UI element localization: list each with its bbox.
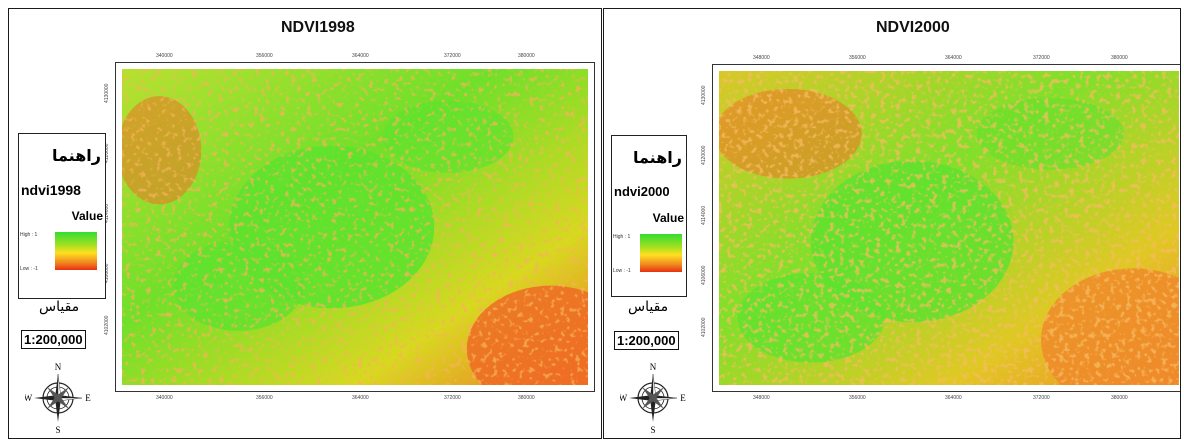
compass-rose-icon: N S W E — [619, 360, 687, 435]
compass-w: W — [620, 393, 628, 403]
map-frame: 340000 356000 364000 372000 380000 34000… — [104, 53, 601, 401]
compass-rose-icon: N S W E — [24, 360, 92, 435]
y-tick: 4120000 — [701, 145, 707, 165]
compass-n: N — [55, 362, 62, 372]
legend-box: راهنما ndvi1998 Value High : 1 Low : -1 — [18, 133, 106, 299]
x-tick: 380000 — [518, 395, 535, 401]
y-tick: 4130000 — [104, 83, 110, 103]
color-ramp — [55, 232, 97, 270]
y-tick: 4106000 — [600, 235, 602, 255]
y-tick: 4102000 — [600, 295, 602, 315]
legend-value-label: Value — [652, 211, 684, 225]
x-tick: 372000 — [1033, 395, 1050, 401]
x-tick: 348000 — [753, 55, 770, 61]
scale-heading: مقیاس — [628, 299, 669, 315]
map-frame: 348000 356000 364000 372000 380000 34800… — [701, 55, 1180, 401]
x-tick: 340000 — [156, 53, 173, 59]
legend-layer-name: ndvi2000 — [614, 184, 670, 199]
x-tick: 356000 — [849, 55, 866, 61]
legend-heading: راهنما — [632, 148, 682, 167]
y-tick: 4130000 — [600, 57, 602, 77]
y-tick: 4114000 — [600, 175, 602, 195]
compass-s: S — [55, 425, 60, 434]
x-tick: 356000 — [256, 53, 273, 59]
compass-w: W — [25, 393, 33, 403]
compass-s: S — [650, 425, 655, 434]
legend-heading: راهنما — [51, 146, 101, 165]
legend-high-label: High : 1 — [20, 232, 38, 238]
map-title: NDVI2000 — [876, 19, 950, 36]
x-tick: 348000 — [753, 395, 770, 401]
x-tick: 372000 — [444, 395, 461, 401]
x-tick: 364000 — [352, 395, 369, 401]
map-panel-1998: NDVI1998 340000 356000 364000 372000 380… — [8, 8, 602, 439]
y-tick: 4114000 — [701, 205, 707, 225]
legend-value-label: Value — [71, 209, 103, 223]
map-panel-2000: NDVI2000 348000 356000 364000 372000 380… — [603, 8, 1181, 439]
x-tick: 356000 — [849, 395, 866, 401]
color-ramp — [640, 234, 682, 272]
legend-high-label: High : 1 — [613, 234, 631, 240]
x-tick: 380000 — [1111, 395, 1128, 401]
legend-box: راهنما ndvi2000 Value High : 1 Low : -1 — [611, 135, 687, 297]
x-tick: 372000 — [1033, 55, 1050, 61]
scale-value: 1:200,000 — [21, 330, 86, 349]
scale-heading: مقیاس — [39, 299, 80, 315]
x-tick: 380000 — [518, 53, 535, 59]
x-tick: 380000 — [1111, 55, 1128, 61]
legend-low-label: Low : -1 — [20, 266, 38, 272]
compass-n: N — [650, 362, 657, 372]
y-tick: 4102000 — [104, 315, 110, 335]
y-tick: 4096000 — [600, 343, 602, 363]
x-tick: 364000 — [352, 53, 369, 59]
compass-e: E — [680, 393, 686, 403]
legend-layer-name: ndvi1998 — [21, 182, 81, 198]
y-tick: 4120000 — [600, 115, 602, 135]
x-tick: 364000 — [945, 55, 962, 61]
x-tick: 340000 — [156, 395, 173, 401]
x-tick: 364000 — [945, 395, 962, 401]
x-tick: 356000 — [256, 395, 273, 401]
compass-e: E — [85, 393, 91, 403]
y-tick: 4106000 — [701, 265, 707, 285]
legend-low-label: Low : -1 — [613, 268, 631, 274]
scale-value: 1:200,000 — [614, 331, 679, 350]
y-tick: 4102000 — [701, 317, 707, 337]
ndvi-raster — [122, 69, 588, 385]
x-tick: 372000 — [444, 53, 461, 59]
y-tick: 4130000 — [701, 85, 707, 105]
ndvi-raster — [719, 71, 1179, 385]
map-title: NDVI1998 — [281, 19, 355, 36]
